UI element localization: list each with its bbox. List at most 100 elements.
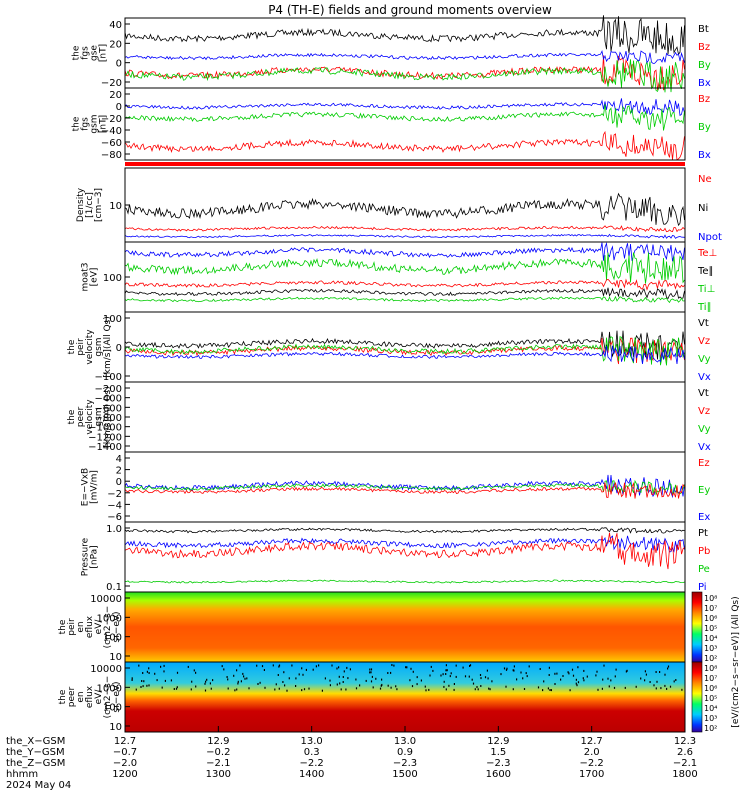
legend-density-1: Ni bbox=[698, 203, 708, 214]
y-axis-label: thefgsgse[nT] bbox=[72, 44, 109, 62]
spectrogram-speck bbox=[664, 684, 666, 687]
spectrogram-speck bbox=[381, 678, 383, 681]
y-axis-label: thepeerenefluxeV/(cm2−s−sr−eV) bbox=[58, 676, 122, 719]
trace-temp-3 bbox=[124, 287, 685, 300]
spectrogram-speck bbox=[644, 679, 646, 682]
spectrogram-speck bbox=[549, 689, 551, 691]
y-axis-label-line: Density bbox=[76, 187, 86, 222]
spectrogram-speck bbox=[656, 680, 658, 683]
y-axis-label-line: sr−eV) bbox=[112, 611, 122, 642]
x-tick-label: 1800 bbox=[672, 769, 697, 780]
spectrogram-speck bbox=[308, 687, 310, 690]
panel-density: 10 Density[1/cc][cm−3] Ne Ni Npot bbox=[76, 167, 722, 243]
legend-fgs-3: Bx bbox=[698, 78, 711, 89]
x-tick-label: 1200 bbox=[112, 769, 137, 780]
y-tick-label: 100 bbox=[103, 703, 122, 714]
y-axis-label-line: peir bbox=[67, 618, 77, 636]
spectrogram-speck bbox=[445, 688, 447, 691]
colorbar-tick-label: 10⁴ bbox=[704, 634, 717, 643]
trace-efield-1 bbox=[124, 479, 685, 496]
spectrogram-speck bbox=[237, 682, 239, 685]
colorbar-tick-label: 10⁶ bbox=[704, 684, 717, 693]
legend-peer_vel-3: Vx bbox=[698, 442, 711, 453]
spectrogram-speck bbox=[339, 682, 341, 685]
spectrogram-speck bbox=[512, 688, 514, 691]
spectrogram-speck bbox=[173, 688, 175, 690]
spectrogram-speck bbox=[135, 688, 137, 691]
spectrogram-speck bbox=[450, 672, 452, 675]
legend-temp-0: Te⊥ bbox=[697, 248, 717, 259]
spectrogram-speck bbox=[442, 673, 444, 676]
y-axis-label-line: en bbox=[76, 621, 86, 632]
spectrogram-speck bbox=[411, 685, 414, 688]
spectrogram-speck bbox=[523, 688, 526, 690]
trace-temp-0 bbox=[124, 241, 685, 262]
colorbar-label: [eV/(cm2−s−sr−eV)] (All Qs) bbox=[731, 596, 741, 727]
y-tick-label: −1000 bbox=[88, 423, 122, 434]
x-tick-label: 13.0 bbox=[394, 736, 416, 747]
panel-peir_spec: 10000 1000 100 10 thepeirenefluxeV/(cm2−s−sr… bbox=[58, 591, 686, 663]
spectrogram-speck bbox=[542, 689, 544, 692]
spectrogram-speck bbox=[195, 685, 197, 688]
spectrogram-speck bbox=[548, 666, 550, 669]
spectrogram-speck bbox=[275, 683, 277, 686]
spectrogram-speck bbox=[370, 671, 372, 674]
spectrogram-speck bbox=[244, 677, 246, 680]
spectrogram-image bbox=[125, 592, 685, 662]
spectrogram-speck bbox=[432, 669, 434, 672]
y-tick-label: −1200 bbox=[88, 432, 122, 443]
spectrogram-speck bbox=[223, 668, 225, 671]
legend-peer_vel-1: Vz bbox=[698, 406, 710, 417]
spectrogram-speck bbox=[278, 665, 280, 668]
y-tick-label: 0 bbox=[116, 102, 122, 113]
spectrogram-speck bbox=[349, 668, 351, 671]
spectrogram-speck bbox=[568, 672, 570, 675]
spectrogram-speck bbox=[233, 674, 235, 677]
spectrogram-speck bbox=[381, 683, 383, 686]
spectrogram-speck bbox=[148, 684, 150, 687]
y-tick-label: −20 bbox=[101, 114, 122, 125]
spectrogram-speck bbox=[227, 678, 229, 681]
colorbar-strip-1 bbox=[691, 661, 703, 733]
spectrogram-speck bbox=[163, 664, 165, 667]
legend-fgs-1: Bz bbox=[698, 42, 710, 53]
y-tick-label: −80 bbox=[101, 150, 122, 161]
x-tick-label: 2.6 bbox=[677, 747, 693, 758]
trace-fgs_gsm-2 bbox=[124, 130, 685, 161]
y-axis-label-line: sr−eV) bbox=[112, 681, 122, 712]
spectrogram-speck bbox=[315, 665, 317, 668]
y-tick-label: 2 bbox=[116, 466, 122, 477]
y-axis-label-line: en bbox=[76, 691, 86, 702]
spectrogram-speck bbox=[140, 686, 142, 688]
trace-efield-0 bbox=[124, 474, 685, 499]
date-label: 2024 May 04 bbox=[6, 780, 71, 791]
spectrogram-speck bbox=[393, 664, 395, 667]
spectrogram-speck bbox=[338, 675, 340, 678]
x-tick-label: 1700 bbox=[579, 769, 604, 780]
spectrogram-speck bbox=[163, 670, 165, 673]
y-tick-label: 4 bbox=[116, 454, 122, 465]
spectrogram-speck bbox=[655, 671, 657, 673]
y-tick-label: 10000 bbox=[90, 594, 122, 605]
y-axis-label-line: Pressure bbox=[81, 537, 91, 576]
legend-density-2: Npot bbox=[698, 232, 722, 243]
spectrogram-speck bbox=[176, 671, 179, 674]
spectrogram-speck bbox=[425, 689, 427, 692]
y-axis-label-line: [km/s](All Qs) bbox=[103, 316, 113, 378]
spectrogram-speck bbox=[624, 686, 626, 689]
trace-fgs-2 bbox=[124, 59, 685, 93]
spectrogram-speck bbox=[286, 689, 288, 692]
spectrogram-speck bbox=[486, 669, 488, 672]
legend-fgs_gsm-2: Bx bbox=[698, 150, 711, 161]
y-tick-label: 0.1 bbox=[106, 582, 122, 593]
spectrogram-speck bbox=[274, 688, 276, 691]
spectrogram-speck bbox=[575, 682, 577, 685]
spectrogram-speck bbox=[440, 674, 442, 677]
spectrogram-speck bbox=[291, 664, 293, 667]
spectrogram-speck bbox=[318, 664, 320, 667]
spectrogram-speck bbox=[601, 687, 603, 690]
trace-density-1 bbox=[124, 225, 685, 233]
spectrogram-speck bbox=[412, 670, 414, 673]
